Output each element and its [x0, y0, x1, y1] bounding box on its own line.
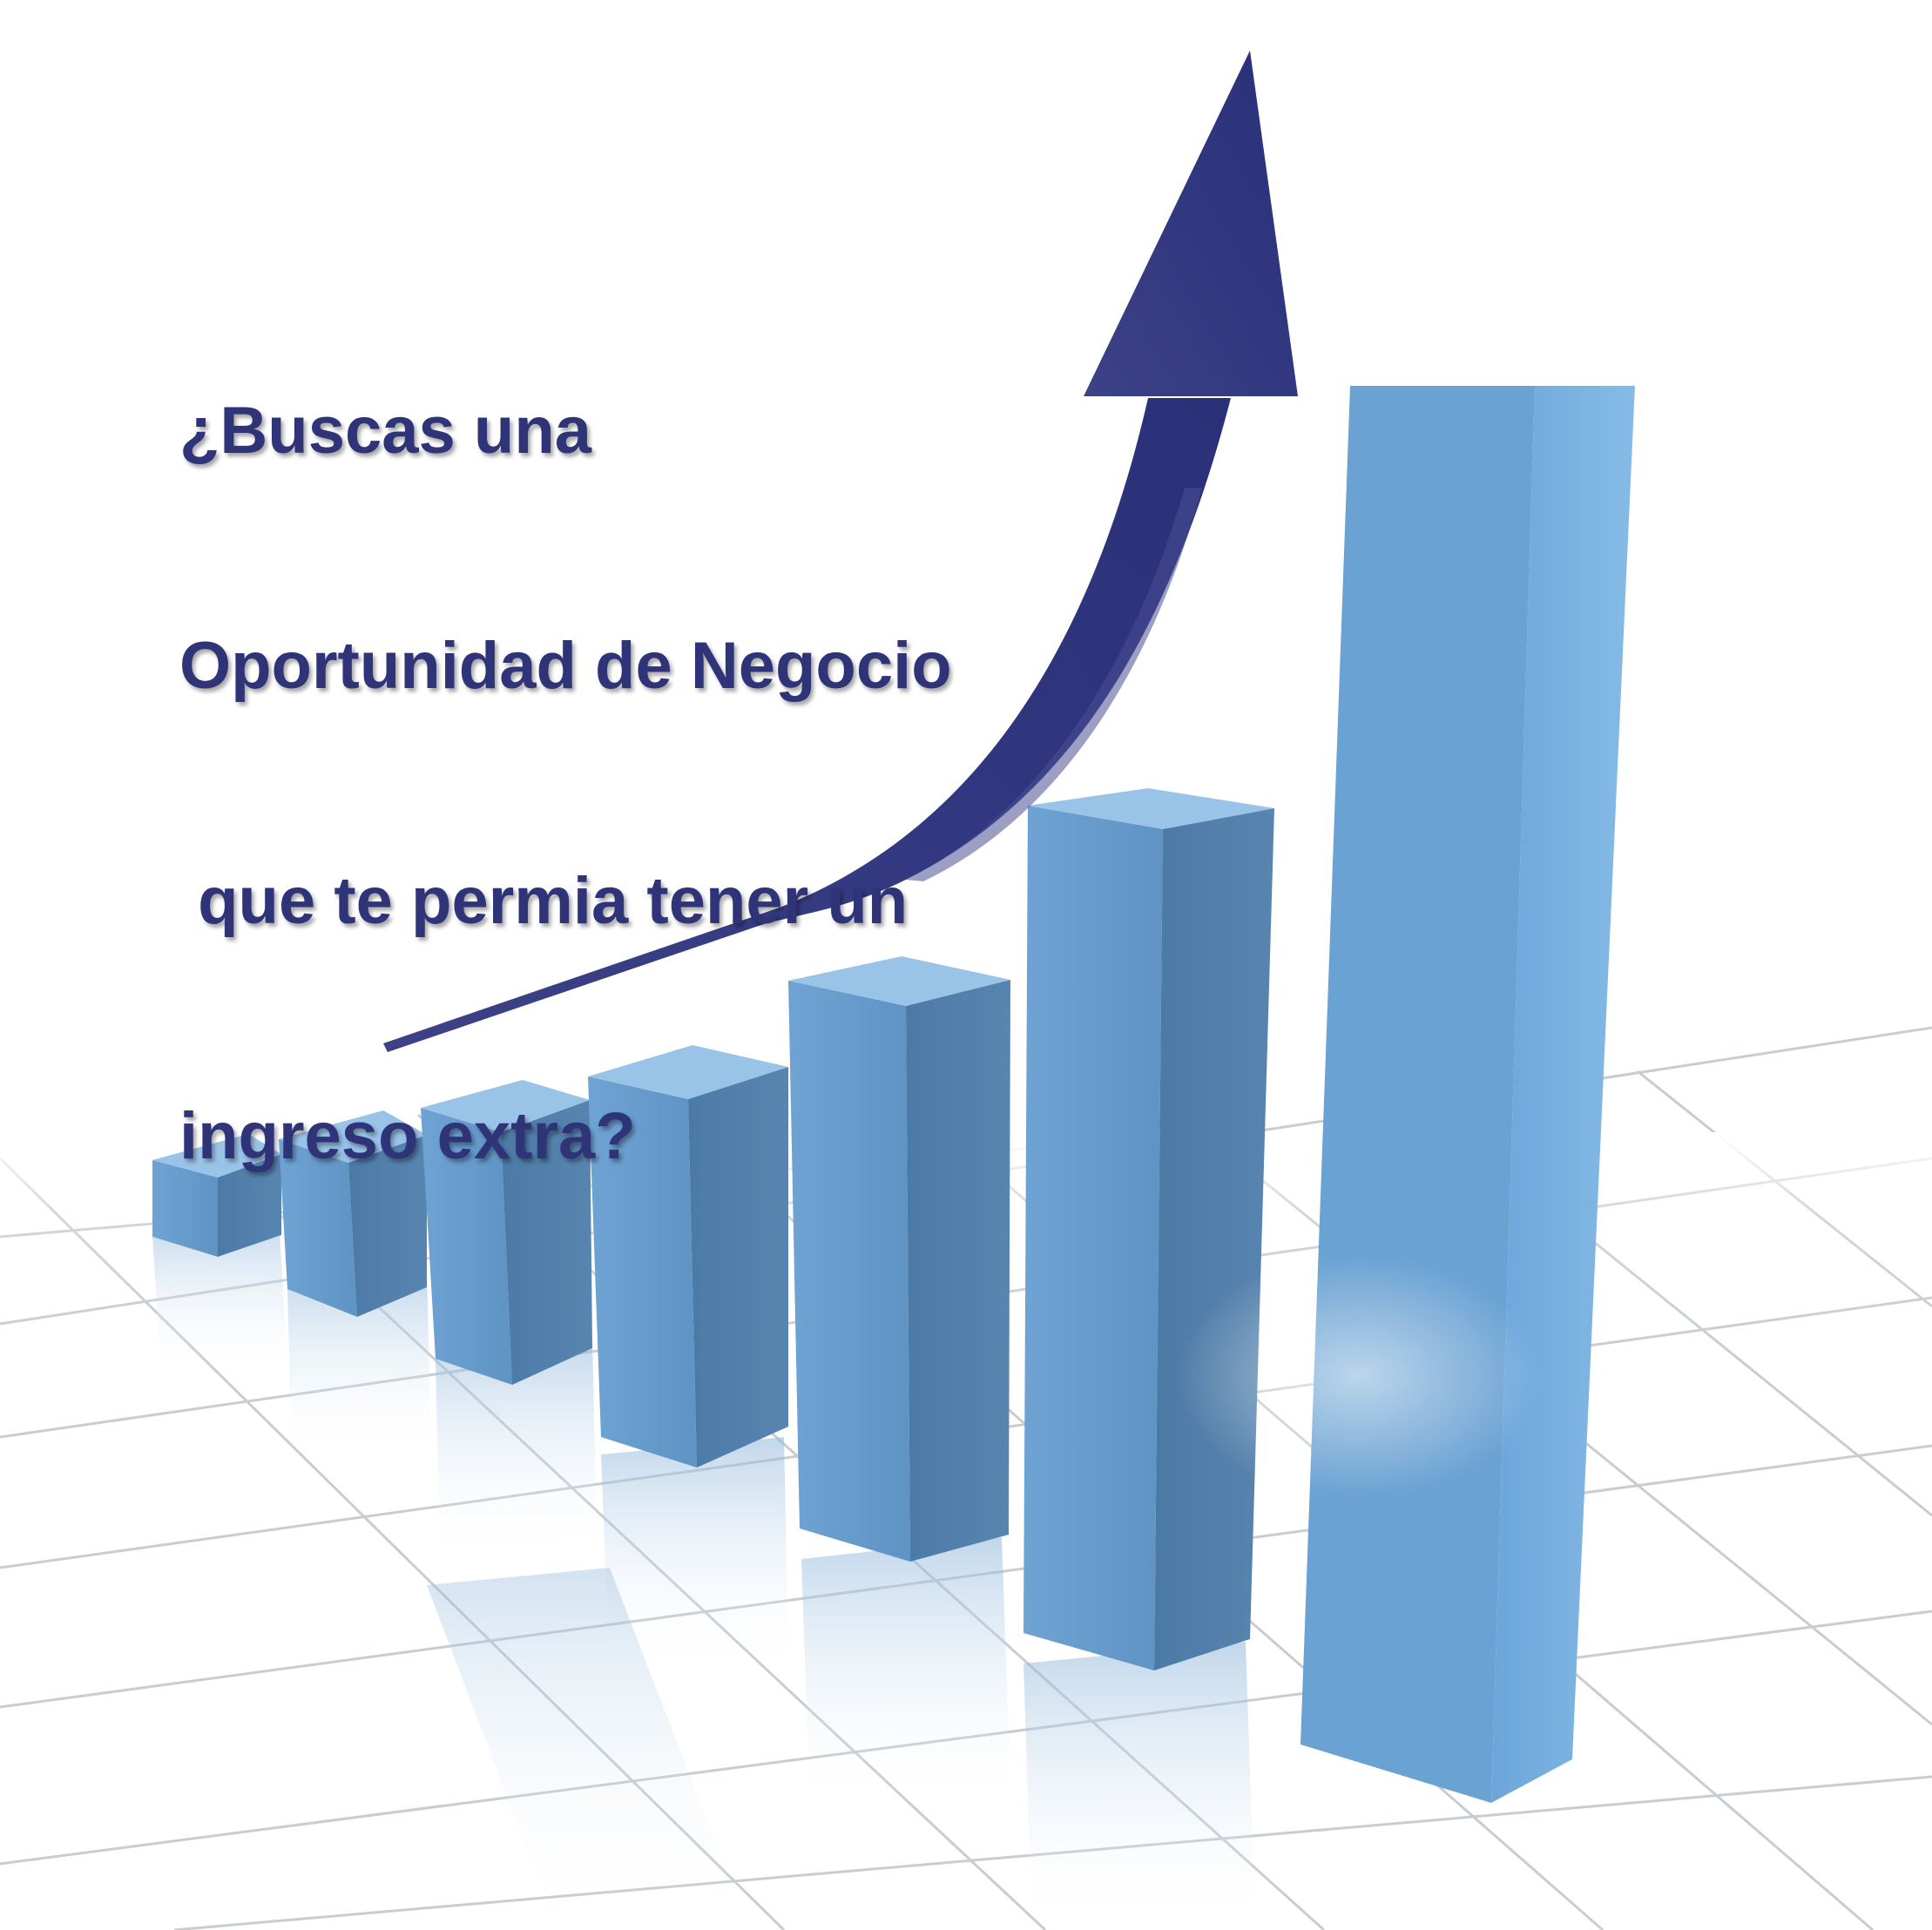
headline-line-1: ¿Buscas una — [179, 394, 592, 468]
bar-side-face — [906, 980, 1010, 1562]
bar-3 — [421, 1080, 592, 1385]
bar-side-face — [218, 1154, 281, 1257]
bar-top-face — [1028, 788, 1274, 829]
bar-top-face — [588, 1045, 788, 1099]
bar-1 — [152, 1134, 281, 1257]
bar-reflections — [152, 1219, 1254, 1930]
bar-front-face — [279, 1139, 357, 1317]
headline: ¿Buscas una Oportunidad de Negocio que t… — [179, 235, 1050, 1254]
bar-top-face — [152, 1134, 281, 1178]
bar-side-face — [688, 1067, 788, 1468]
bar-front-face — [421, 1108, 512, 1385]
bar-side-face — [348, 1135, 427, 1317]
headline-line-2: Oportunidad de Negocio — [179, 629, 952, 703]
headline-line-3: que te permia tener un — [179, 864, 909, 938]
arrow-head — [1084, 51, 1298, 396]
bar-side-face — [1154, 808, 1274, 1670]
bar-4 — [588, 1045, 788, 1468]
bar-front-face — [588, 1076, 697, 1468]
bar-5 — [788, 956, 1010, 1562]
bar-top-face — [788, 956, 1010, 1006]
bar-side-face — [501, 1100, 592, 1385]
bar-top-face — [279, 1110, 427, 1163]
bar-top-face — [421, 1080, 590, 1132]
bar-side-face — [1491, 386, 1635, 1803]
growth-arrow — [383, 51, 1298, 1052]
bar-front-face — [1023, 806, 1163, 1670]
arrow-shaft — [383, 398, 1231, 1052]
bar-front-face — [152, 1160, 218, 1257]
headline-line-4: ingreso extra? — [179, 1099, 636, 1173]
bar-2 — [279, 1110, 427, 1317]
bar-6 — [1023, 788, 1274, 1670]
bar-7 — [1300, 386, 1635, 1803]
bar-front-face — [788, 981, 910, 1562]
